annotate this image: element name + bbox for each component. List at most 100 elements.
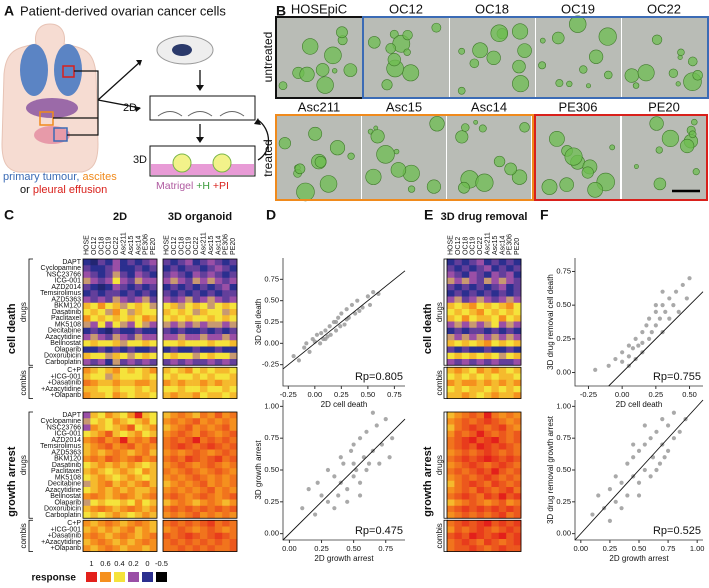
heatmap-cell xyxy=(469,346,477,354)
heatmap-cell xyxy=(177,386,186,393)
heatmap-cell xyxy=(469,487,477,494)
heatmap-cell xyxy=(127,443,136,450)
heatmap-cell xyxy=(90,412,99,419)
heatmap-cell xyxy=(192,386,201,393)
heatmap-cell xyxy=(177,309,186,316)
data-point xyxy=(653,323,658,328)
row-label: +Dasatinib xyxy=(48,380,81,387)
data-point xyxy=(318,341,323,346)
heatmap-cell xyxy=(127,340,136,347)
heatmap-cell xyxy=(134,277,143,285)
heatmap-cell xyxy=(90,327,99,335)
heatmap-cell xyxy=(90,334,99,341)
heatmap-cell xyxy=(142,302,150,310)
heatmap-cell xyxy=(207,418,216,425)
heatmap-cell xyxy=(476,468,485,475)
heatmap-cell xyxy=(222,315,230,322)
heatmap-cell xyxy=(120,505,128,513)
heatmap-cell xyxy=(120,296,128,304)
heatmap-cell xyxy=(142,315,150,322)
heatmap-cell xyxy=(484,302,492,310)
heatmap-cell xyxy=(170,290,179,297)
cell-blob xyxy=(569,15,587,33)
heatmap-cell xyxy=(177,277,186,285)
heatmap-cell xyxy=(484,309,492,316)
heatmap-cell xyxy=(192,352,201,360)
heatmap-cell xyxy=(112,480,121,488)
heatmap-cell xyxy=(185,437,193,444)
heatmap-cell xyxy=(163,315,171,322)
heatmap-cell xyxy=(112,487,121,494)
heatmap-cell xyxy=(112,499,121,507)
cell-blob xyxy=(486,50,501,65)
heatmap-cell xyxy=(491,296,500,304)
heatmap-cell xyxy=(454,505,463,513)
heatmap-cell xyxy=(170,327,179,335)
heatmap-cell xyxy=(476,412,485,419)
heatmap-cell xyxy=(142,474,150,482)
row-label: treated xyxy=(261,139,275,176)
x-tick-label: 0.00 xyxy=(282,544,297,553)
heatmap-cell xyxy=(484,499,492,507)
heatmap-cell xyxy=(83,392,91,399)
heatmap-cell xyxy=(90,290,99,297)
heatmap-cell xyxy=(185,296,193,304)
heatmap-cell xyxy=(461,539,470,546)
heatmap-cell xyxy=(498,499,507,507)
heatmap-cell xyxy=(134,334,143,341)
cell-blob xyxy=(407,185,416,193)
heatmap-cell xyxy=(97,327,106,335)
heatmap-cell xyxy=(105,412,113,419)
heatmap-cell xyxy=(461,321,470,329)
block-outline xyxy=(446,366,522,399)
heatmap-cell xyxy=(484,449,492,457)
heatmap-cell xyxy=(222,505,230,513)
heatmap-cell xyxy=(134,379,143,387)
heatmap-cell xyxy=(469,321,477,329)
heatmap-cell xyxy=(454,271,463,279)
heatmap-cell xyxy=(149,418,158,425)
heatmap-cell xyxy=(506,437,514,444)
cell-blob xyxy=(475,173,494,192)
x-tick-label: 0.00 xyxy=(574,544,589,553)
heatmap-cell xyxy=(200,493,208,500)
heatmap-cell xyxy=(192,493,201,500)
heatmap-cell xyxy=(90,359,99,366)
heatmap-cell xyxy=(476,424,485,432)
heatmap-cell xyxy=(214,271,223,279)
heatmap-cell xyxy=(163,392,171,399)
x-axis-label: 2D cell death xyxy=(321,400,368,409)
heatmap-cell xyxy=(498,412,507,419)
heatmap-cell xyxy=(207,480,216,488)
heatmap-cell xyxy=(192,367,201,374)
heatmap-cell xyxy=(192,545,201,552)
heatmap-cell xyxy=(454,437,463,444)
heatmap-cell xyxy=(513,334,522,341)
heatmap-cell xyxy=(163,321,171,329)
heatmap-cell xyxy=(222,480,230,488)
heatmap-cell xyxy=(200,290,208,297)
heatmap-cell xyxy=(447,379,455,387)
heatmap-cell xyxy=(461,468,470,475)
heatmap-cell xyxy=(469,352,477,360)
row-label: NSC23766 xyxy=(47,424,81,431)
heatmap-cell xyxy=(491,265,500,272)
heatmap-cell xyxy=(149,259,158,266)
heatmap-cell xyxy=(491,512,500,519)
data-point xyxy=(649,330,654,335)
subgroup-label: combis xyxy=(19,523,28,548)
heatmap-cell xyxy=(83,386,91,393)
heatmap-cell xyxy=(491,430,500,438)
row-label: Olaparib xyxy=(55,499,82,506)
heatmap-cell xyxy=(498,334,507,341)
heatmap-cell xyxy=(163,340,171,347)
heatmap-cell xyxy=(498,512,507,519)
cell-blob xyxy=(324,46,342,65)
heatmap-cell xyxy=(170,321,179,329)
heatmap-cell xyxy=(498,437,507,444)
heatmap-cell xyxy=(177,443,186,450)
heatmap-cell xyxy=(447,392,455,399)
heatmap-cell xyxy=(105,512,113,519)
block-outline xyxy=(162,411,238,519)
heatmap-cell xyxy=(447,367,455,374)
